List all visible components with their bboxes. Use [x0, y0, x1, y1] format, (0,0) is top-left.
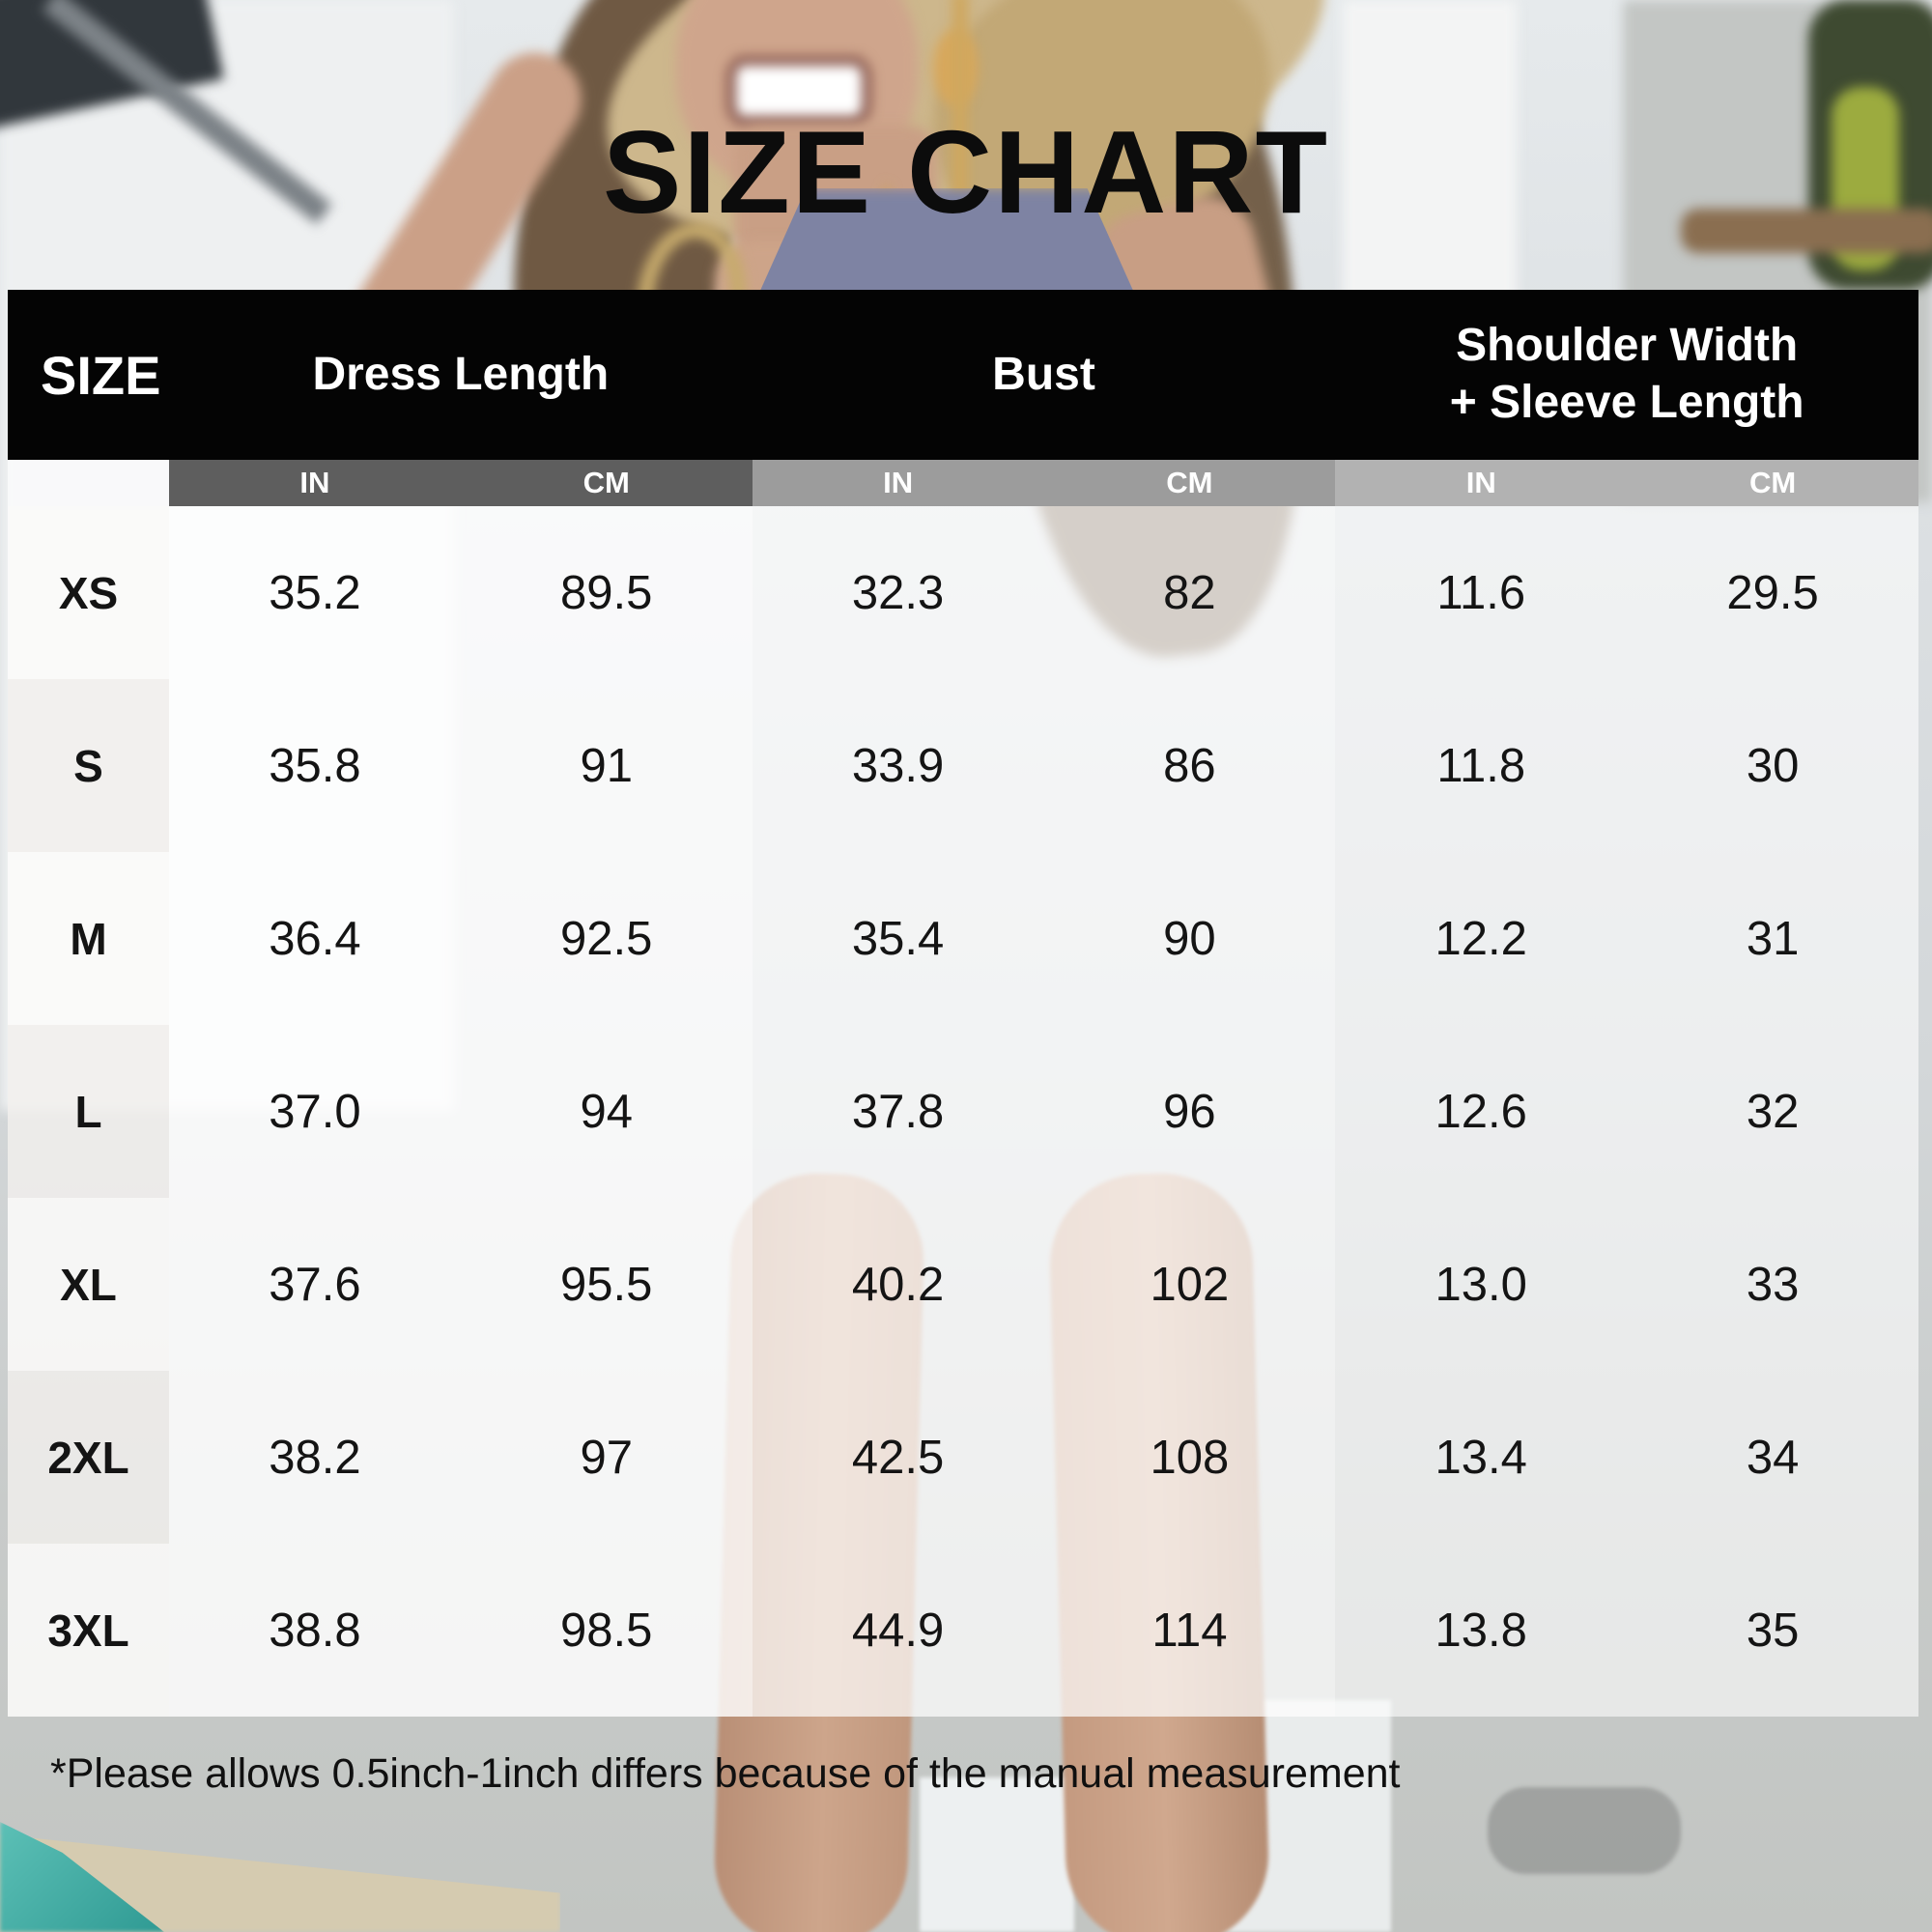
- size-label: XS: [8, 506, 169, 679]
- table-row: XS 35.2 89.5 32.3 82 11.6 29.5: [8, 506, 1918, 679]
- measurement-value: 37.0: [169, 1025, 461, 1198]
- measurement-value: 97: [460, 1371, 753, 1544]
- pool-water: [0, 1822, 164, 1932]
- measurement-value: 42.5: [752, 1371, 1044, 1544]
- measurement-value: 13.0: [1335, 1198, 1628, 1371]
- measurement-value: 91: [460, 679, 753, 852]
- unit-header: CM: [1627, 460, 1918, 506]
- unit-header: CM: [1043, 460, 1336, 506]
- size-label: 2XL: [8, 1371, 169, 1544]
- measurement-value: 102: [1043, 1198, 1336, 1371]
- measurement-value: 89.5: [460, 506, 753, 679]
- size-label: L: [8, 1025, 169, 1198]
- column-header-bust: Bust: [992, 348, 1095, 400]
- measurement-value: 13.4: [1335, 1371, 1628, 1544]
- measurement-value: 40.2: [752, 1198, 1044, 1371]
- table-row: M 36.4 92.5 35.4 90 12.2 31: [8, 852, 1918, 1025]
- measurement-value: 82: [1043, 506, 1336, 679]
- page-title: SIZE CHART: [603, 106, 1329, 238]
- size-label: XL: [8, 1198, 169, 1371]
- measurement-value: 31: [1627, 852, 1918, 1025]
- table-row: 2XL 38.2 97 42.5 108 13.4 34: [8, 1371, 1918, 1544]
- drop-earring: [933, 29, 978, 106]
- size-label: S: [8, 679, 169, 852]
- measurement-value: 98.5: [460, 1544, 753, 1717]
- pillar: [920, 1777, 1074, 1932]
- measurement-value: 86: [1043, 679, 1336, 852]
- unit-header: IN: [169, 460, 461, 506]
- measurement-value: 29.5: [1627, 506, 1918, 679]
- measurement-value: 33: [1627, 1198, 1918, 1371]
- column-header-dress-length: Dress Length: [312, 348, 610, 400]
- measurement-value: 44.9: [752, 1544, 1044, 1717]
- measurement-value: 11.8: [1335, 679, 1628, 852]
- unit-row-size-spacer: [8, 460, 169, 506]
- measurement-value: 114: [1043, 1544, 1336, 1717]
- size-chart-table: SIZE Dress Length Bust Shoulder Width + …: [8, 290, 1918, 1717]
- column-header-shoulder-sleeve: Shoulder Width + Sleeve Length: [1449, 320, 1804, 428]
- table-row: L 37.0 94 37.8 96 12.6 32: [8, 1025, 1918, 1198]
- table-row: 3XL 38.8 98.5 44.9 114 13.8 35: [8, 1544, 1918, 1717]
- measurement-value: 38.8: [169, 1544, 461, 1717]
- unit-header: IN: [752, 460, 1044, 506]
- measurement-footnote: *Please allows 0.5inch-1inch differs bec…: [50, 1750, 1401, 1797]
- measurement-value: 32: [1627, 1025, 1918, 1198]
- measurement-value: 32.3: [752, 506, 1044, 679]
- measurement-value: 90: [1043, 852, 1336, 1025]
- pool-deck: [0, 1834, 560, 1932]
- measurement-value: 95.5: [460, 1198, 753, 1371]
- table-row: S 35.8 91 33.9 86 11.8 30: [8, 679, 1918, 852]
- measurement-value: 35.4: [752, 852, 1044, 1025]
- unit-header: CM: [460, 460, 753, 506]
- table-body: XS 35.2 89.5 32.3 82 11.6 29.5 S 35.8 91 33.9 86 11.…: [8, 506, 1918, 1717]
- measurement-value: 12.6: [1335, 1025, 1628, 1198]
- measurement-value: 12.2: [1335, 852, 1628, 1025]
- deck-shadow: [1488, 1787, 1681, 1874]
- measurement-value: 36.4: [169, 852, 461, 1025]
- measurement-value: 37.8: [752, 1025, 1044, 1198]
- measurement-value: 38.2: [169, 1371, 461, 1544]
- measurement-value: 37.6: [169, 1198, 461, 1371]
- measurement-value: 35: [1627, 1544, 1918, 1717]
- measurement-value: 13.8: [1335, 1544, 1628, 1717]
- measurement-value: 94: [460, 1025, 753, 1198]
- column-header-size: SIZE: [41, 344, 161, 406]
- measurement-value: 30: [1627, 679, 1918, 852]
- measurement-value: 92.5: [460, 852, 753, 1025]
- measurement-value: 108: [1043, 1371, 1336, 1544]
- size-label: 3XL: [8, 1544, 169, 1717]
- table-header-row: SIZE Dress Length Bust Shoulder Width + …: [8, 290, 1918, 460]
- unit-header-row: IN CM IN CM IN CM: [8, 460, 1918, 506]
- table-row: XL 37.6 95.5 40.2 102 13.0 33: [8, 1198, 1918, 1371]
- measurement-value: 35.8: [169, 679, 461, 852]
- measurement-value: 35.2: [169, 506, 461, 679]
- measurement-value: 96: [1043, 1025, 1336, 1198]
- wall-patch: [1140, 1700, 1391, 1932]
- measurement-value: 33.9: [752, 679, 1044, 852]
- unit-header: IN: [1335, 460, 1628, 506]
- measurement-value: 34: [1627, 1371, 1918, 1544]
- measurement-value: 11.6: [1335, 506, 1628, 679]
- size-label: M: [8, 852, 169, 1025]
